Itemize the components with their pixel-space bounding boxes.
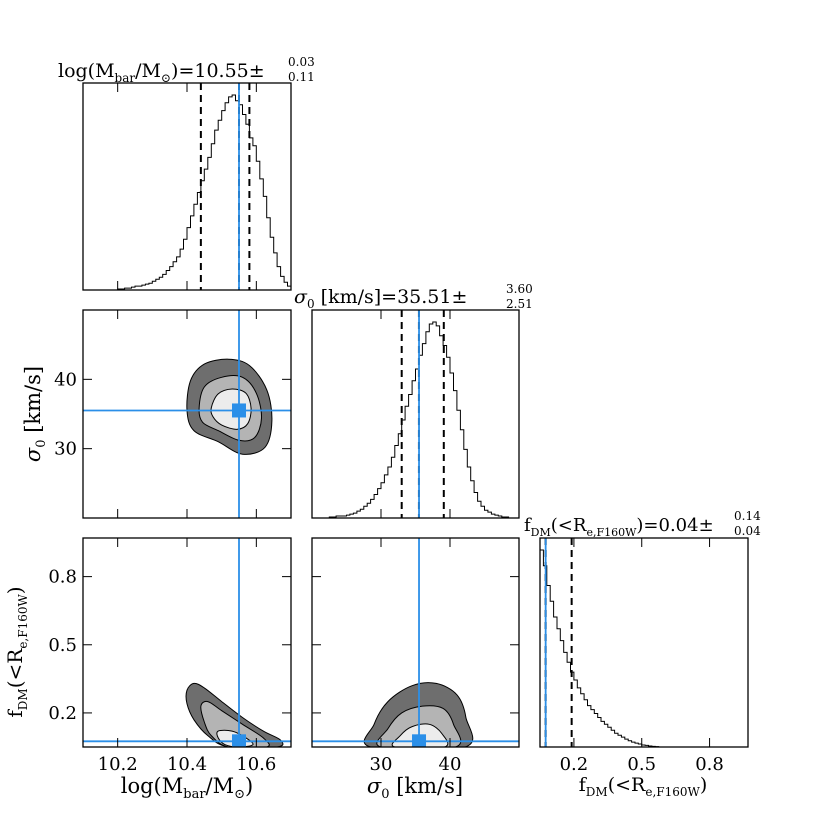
contour-level-3 (210, 388, 252, 430)
histogram-step-line (83, 94, 291, 290)
contours (83, 538, 291, 747)
median-marker (232, 403, 246, 418)
histogram (83, 83, 291, 290)
y-tick-label: 0.5 (48, 635, 77, 656)
titles: log(Mbar/M⊙)=10.55± 0.030.11 σ0 [km/s]=35.… (58, 55, 761, 539)
panel-hist-fdm: 0.2 0.5 0.8 (539, 537, 749, 775)
x-tick-label: 10.6 (236, 754, 276, 775)
title-err-plus: 3.60 (506, 282, 533, 296)
y-axis-label-sigma0: σ0 [km/s] (21, 366, 49, 462)
y-tick-label: 40 (54, 369, 77, 390)
contours (83, 310, 291, 518)
contours (312, 538, 519, 747)
x-axis-label-sigma0: σ0 [km/s] (367, 774, 463, 802)
histogram-step-line (312, 321, 519, 518)
title-logM: log(Mbar/M⊙)=10.55± (58, 60, 265, 85)
title-err-plus: 0.03 (288, 55, 315, 69)
y-tick-label: 0.2 (48, 703, 77, 724)
title-err-plus: 0.14 (734, 509, 761, 523)
panel-frame (539, 537, 749, 748)
title-err-minus: 0.04 (734, 524, 761, 538)
x-axis-label-fdm: fDM(<Re,F160W) (579, 774, 708, 799)
x-tick-label: 40 (439, 754, 462, 775)
median-marker (412, 734, 427, 747)
histogram-step-line (540, 549, 747, 747)
x-tick-label: 0.2 (560, 754, 589, 775)
median-marker (232, 734, 246, 747)
y-axis-label-fdm: fDM(<Re,F160W) (3, 586, 30, 717)
histogram (312, 310, 519, 518)
panel-joint-logM-sigma0: 30 40 (54, 309, 292, 519)
title-fdm: fDM(<Re,F160W)=0.04± (524, 515, 714, 539)
x-tick-label: 30 (370, 754, 393, 775)
panel-frame (82, 82, 292, 291)
x-axis-label-logM: log(Mbar/M⊙) (121, 774, 253, 802)
title-sigma0: σ0 [km/s]=35.51± (294, 286, 467, 311)
panel-hist-logM (82, 82, 292, 291)
panel-hist-sigma0 (311, 309, 520, 519)
y-tick-label: 0.8 (48, 567, 77, 588)
panel-frame (311, 537, 520, 748)
x-tick-label: 10.2 (98, 754, 138, 775)
title-err-minus: 2.51 (506, 297, 533, 311)
panel-frame (82, 537, 292, 748)
panel-frame (311, 309, 520, 519)
x-tick-label: 0.8 (695, 754, 724, 775)
y-tick-label: 30 (54, 439, 77, 460)
x-tick-label: 10.4 (167, 754, 207, 775)
panel-joint-sigma0-fdm: 30 40 (311, 537, 520, 775)
histogram (540, 538, 747, 747)
x-tick-label: 0.5 (627, 754, 656, 775)
panel-joint-logM-fdm: 10.2 10.4 10.6 0.2 0.5 0.8 (48, 537, 292, 775)
axis-labels: log(Mbar/M⊙) σ0 [km/s] fDM(<Re,F160W) σ0 [k… (3, 366, 707, 802)
title-err-minus: 0.11 (288, 70, 315, 84)
